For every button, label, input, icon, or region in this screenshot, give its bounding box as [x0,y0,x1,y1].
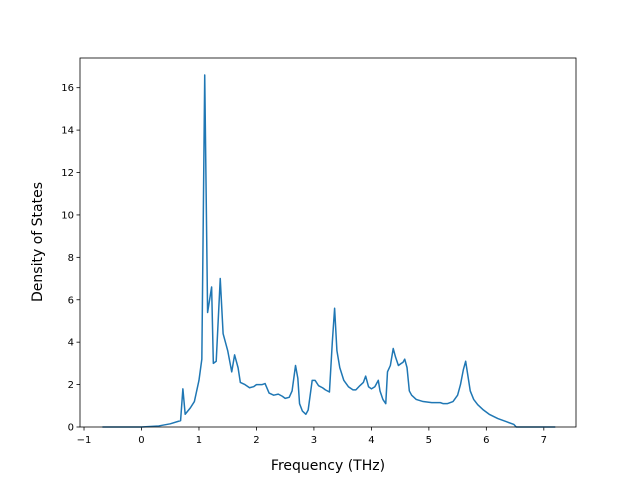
y-tick-label: 4 [68,338,74,349]
plot-frame [79,57,577,428]
x-tick-label: 5 [426,435,432,446]
series-line [102,74,556,428]
y-tick-label: 10 [61,210,74,221]
x-tick-label: 0 [138,435,144,446]
y-tick-label: 16 [61,83,74,94]
x-tick-label: 2 [253,435,259,446]
y-tick-label: 8 [68,253,74,264]
y-tick-label: 6 [68,295,74,306]
x-tick-label: 4 [368,435,374,446]
y-tick-label: 0 [68,423,74,434]
x-tick-label: 3 [311,435,317,446]
x-tick-label: 7 [541,435,547,446]
x-axis-label: Frequency (THz) [271,458,385,474]
y-axis-label: Density of States [30,182,46,302]
x-tick-label: 6 [483,435,489,446]
y-tick-label: 2 [68,380,74,391]
x-tick-label: 1 [196,435,202,446]
y-tick-label: 14 [61,126,74,137]
y-tick-label: 12 [61,168,74,179]
x-tick-label: −1 [77,435,92,446]
